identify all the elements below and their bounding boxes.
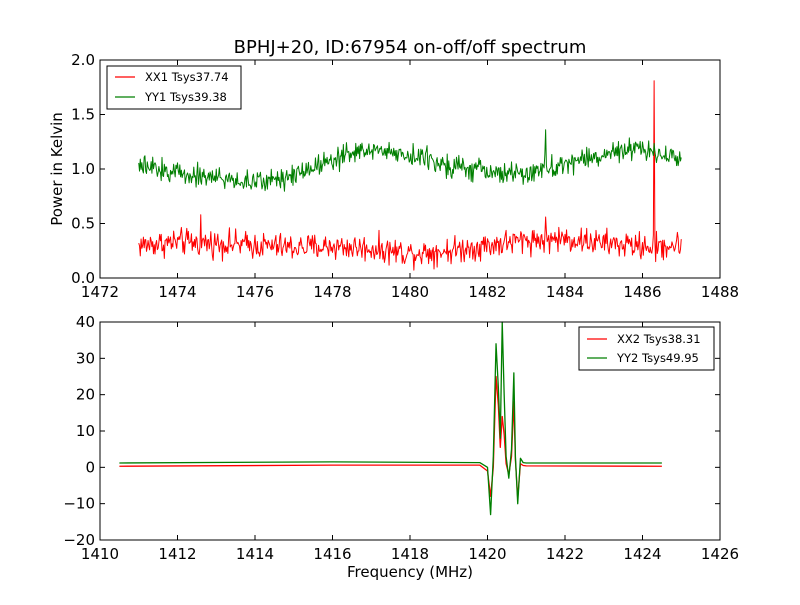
x-tick-label: 1484 xyxy=(546,283,584,301)
x-tick-label: 1420 xyxy=(468,545,506,563)
bottom-series-group xyxy=(119,321,662,516)
y-tick-label: 1.5 xyxy=(71,106,95,124)
chart-title: BPHJ+20, ID:67954 on-off/off spectrum xyxy=(234,37,587,58)
top-spectrum-panel: BPHJ+20, ID:67954 on-off/off spectrum Po… xyxy=(48,37,739,301)
x-tick-label: 1486 xyxy=(623,283,661,301)
top-ticks-group: 1472 1474 1476 1478 1480 1482 1484 1486 1488 0.0 0… xyxy=(71,51,739,301)
y-tick-label: 10 xyxy=(76,422,95,440)
bottom-ticks-group: 1410 1412 1414 1416 1418 1420 1422 1424 1426 −20 −… xyxy=(63,313,739,563)
y-tick-label: 40 xyxy=(76,313,95,331)
series-line-yy1 xyxy=(138,129,682,192)
x-tick-label: 1488 xyxy=(701,283,739,301)
x-tick-label: 1426 xyxy=(701,545,739,563)
x-tick-label: 1418 xyxy=(391,545,429,563)
top-series-group xyxy=(138,80,682,271)
x-tick-label: 1412 xyxy=(158,545,196,563)
y-tick-label: 30 xyxy=(76,349,95,367)
y-tick-label: 0 xyxy=(85,458,95,476)
x-axis-label: Frequency (MHz) xyxy=(347,563,473,581)
y-tick-label: 0.0 xyxy=(71,269,95,287)
x-tick-label: 1480 xyxy=(391,283,429,301)
y-tick-label: −10 xyxy=(63,495,95,513)
legend-label-xx1: XX1 Tsys37.74 xyxy=(145,70,229,84)
top-legend: XX1 Tsys37.74 YY1 Tsys39.38 xyxy=(106,65,242,110)
y-axis-label: Power in Kelvin xyxy=(48,112,66,226)
legend-label-yy2: YY2 Tsys49.95 xyxy=(616,351,699,365)
bottom-legend: XX2 Tsys38.31 YY2 Tsys49.95 xyxy=(578,326,715,371)
y-tick-label: 20 xyxy=(76,386,95,404)
top-legend-box xyxy=(106,65,242,110)
x-tick-label: 1410 xyxy=(81,545,119,563)
x-tick-label: 1482 xyxy=(468,283,506,301)
y-tick-label: 1.0 xyxy=(71,160,95,178)
x-tick-label: 1478 xyxy=(313,283,351,301)
y-tick-label: 2.0 xyxy=(71,51,95,69)
series-line-xx1 xyxy=(138,80,682,271)
bottom-spectrum-panel: 1410 1412 1414 1416 1418 1420 1422 1424 1426 −20 −… xyxy=(63,313,739,581)
x-tick-label: 1422 xyxy=(546,545,584,563)
y-tick-label: 0.5 xyxy=(71,215,95,233)
x-tick-label: 1416 xyxy=(313,545,351,563)
legend-label-xx2: XX2 Tsys38.31 xyxy=(617,332,701,346)
y-tick-label: −20 xyxy=(63,531,95,549)
x-tick-label: 1472 xyxy=(81,283,119,301)
x-tick-label: 1476 xyxy=(236,283,274,301)
x-tick-label: 1414 xyxy=(236,545,274,563)
series-line-yy2 xyxy=(119,321,662,516)
legend-label-yy1: YY1 Tsys39.38 xyxy=(144,90,227,104)
x-tick-label: 1424 xyxy=(623,545,661,563)
x-tick-label: 1474 xyxy=(158,283,196,301)
bottom-legend-box xyxy=(578,326,715,371)
